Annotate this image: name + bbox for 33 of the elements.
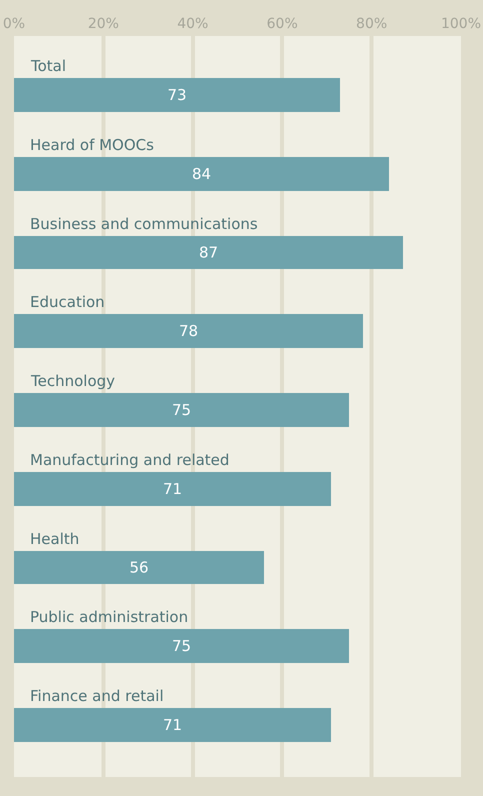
x-tick-label: 40% bbox=[177, 16, 208, 32]
x-tick-label: 60% bbox=[266, 16, 298, 32]
data-label: 56 bbox=[129, 558, 149, 576]
data-label: 84 bbox=[192, 165, 212, 183]
y-tick-label: Business and communications bbox=[30, 215, 258, 233]
bar bbox=[14, 551, 264, 584]
y-tick-label: Finance and retail bbox=[30, 687, 164, 705]
y-tick-label: Technology bbox=[30, 372, 116, 390]
data-label: 73 bbox=[167, 86, 187, 104]
bar bbox=[14, 629, 349, 663]
y-tick-label: Heard of MOOCs bbox=[30, 136, 154, 154]
y-tick-label: Public administration bbox=[30, 608, 188, 626]
x-tick-label: 0% bbox=[2, 16, 26, 32]
data-label: 75 bbox=[172, 401, 192, 419]
bar bbox=[14, 314, 363, 348]
bar bbox=[14, 236, 403, 269]
y-tick-label: Health bbox=[30, 530, 80, 548]
y-tick-label: Manufacturing and related bbox=[30, 451, 230, 469]
data-label: 71 bbox=[162, 480, 182, 498]
x-tick-label: 20% bbox=[88, 16, 119, 32]
x-tick-label: 100% bbox=[440, 16, 482, 32]
data-label: 87 bbox=[198, 244, 218, 262]
bar bbox=[14, 708, 331, 742]
data-label: 75 bbox=[172, 637, 192, 655]
data-label: 78 bbox=[178, 322, 198, 340]
bar bbox=[14, 157, 389, 191]
bar bbox=[14, 78, 340, 112]
bar bbox=[14, 472, 331, 506]
bar bbox=[14, 393, 349, 427]
x-tick-label: 80% bbox=[356, 16, 388, 32]
data-label: 71 bbox=[162, 716, 182, 734]
y-tick-label: Education bbox=[30, 293, 105, 311]
y-tick-label: Total bbox=[30, 57, 66, 75]
